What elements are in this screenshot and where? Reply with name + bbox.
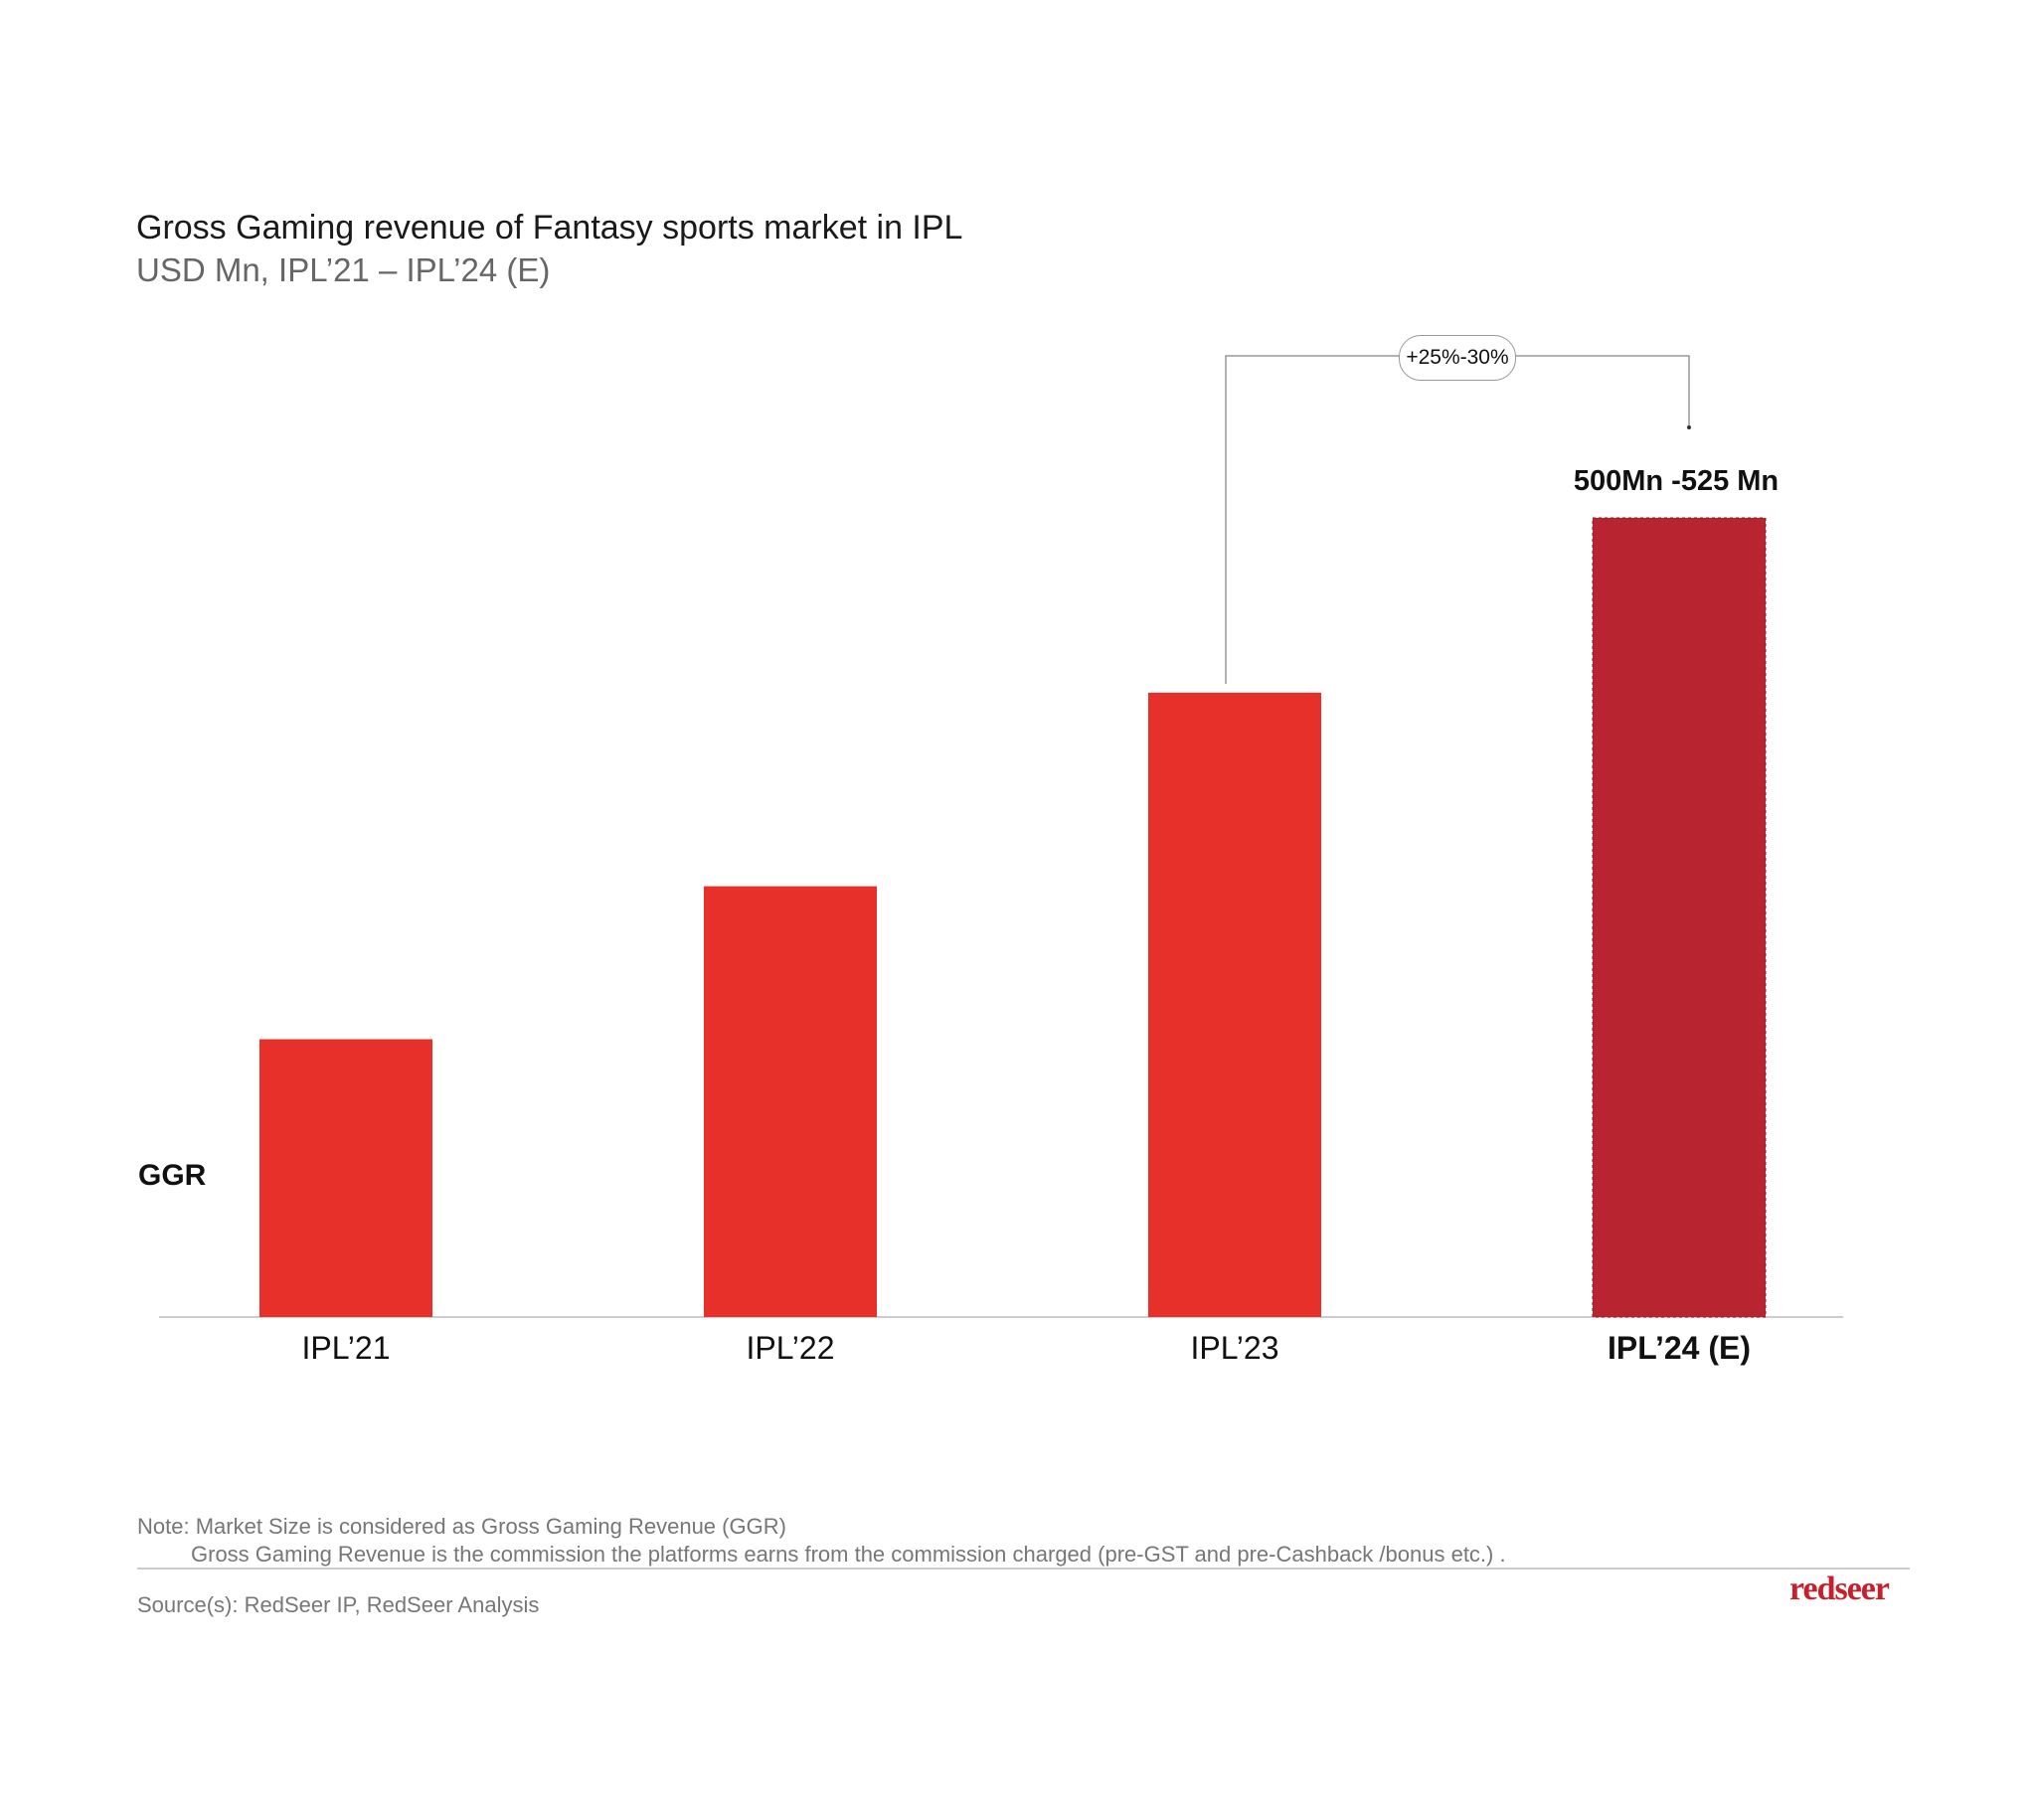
bracket-end-dot [1687, 425, 1691, 429]
bar-ipl-24-e- [1592, 517, 1767, 1318]
data-label-ipl24: 500Mn -525 Mn [1573, 465, 1780, 497]
redseer-logo: redseer [1789, 1571, 1890, 1607]
bar-ipl-21 [259, 1039, 432, 1317]
x-tick-label: IPL’24 (E) [1607, 1330, 1752, 1366]
growth-badge: +25%-30% [1399, 335, 1516, 381]
footer-divider [137, 1568, 1910, 1570]
series-label-ggr: GGR [138, 1159, 207, 1192]
x-tick-label: IPL’21 [301, 1330, 391, 1366]
footnote-detail: Gross Gaming Revenue is the commission t… [191, 1542, 1506, 1567]
bar-ipl-23 [1148, 692, 1321, 1317]
chart-title: Gross Gaming revenue of Fantasy sports m… [136, 209, 963, 247]
source-note: Source(s): RedSeer IP, RedSeer Analysis [137, 1592, 540, 1617]
bar-ipl-22 [704, 886, 877, 1317]
x-tick-label: IPL’23 [1190, 1330, 1279, 1366]
chart-subtitle: USD Mn, IPL’21 – IPL’24 (E) [136, 251, 551, 288]
footnote: Note: Market Size is considered as Gross… [137, 1514, 786, 1539]
x-tick-label: IPL’22 [746, 1330, 835, 1366]
